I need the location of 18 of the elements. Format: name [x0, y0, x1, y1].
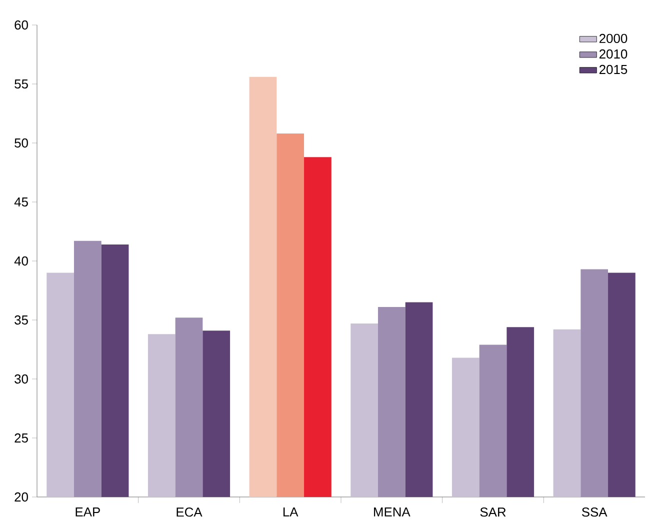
x-tick-label: MENA: [374, 508, 410, 516]
y-tick-label: 45: [14, 197, 28, 206]
x-tick-label: SSA: [582, 508, 608, 517]
y-tick-label: 25: [14, 433, 28, 443]
x-tick-label: ECA: [176, 508, 202, 517]
x-tick-label: EAP: [76, 508, 100, 516]
x-tick-label: LA: [283, 508, 298, 516]
legend-label: 2010: [600, 49, 628, 59]
x-tick-label: SAR: [480, 508, 506, 517]
y-tick-label: 35: [14, 315, 28, 325]
y-tick-label: 20: [14, 492, 28, 502]
y-tick-label: 40: [14, 256, 28, 266]
y-tick-label: 60: [14, 20, 28, 30]
legend-label: 2015: [600, 64, 628, 74]
y-tick-label: 30: [14, 374, 28, 384]
y-tick-label: 55: [14, 79, 28, 88]
legend-label: 2000: [600, 34, 628, 44]
y-tick-label: 50: [14, 138, 28, 148]
